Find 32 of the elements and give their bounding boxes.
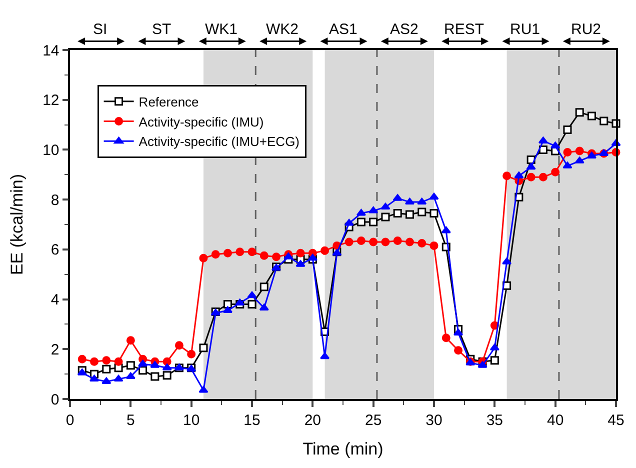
y-tick-label: 10	[42, 142, 60, 159]
x-tick-label: 25	[364, 412, 382, 429]
legend-label: Activity-specific (IMU+ECG)	[138, 134, 300, 150]
text: AS2	[390, 21, 418, 38]
y-tick-label: 12	[42, 92, 60, 110]
x-tick-label: 35	[486, 412, 504, 429]
text: RU2	[571, 21, 602, 38]
y-tick-label: 2	[50, 341, 60, 358]
x-tick-label: 10	[182, 412, 200, 429]
y-tick-label: 0	[50, 391, 60, 408]
y-tick-label: 6	[50, 242, 60, 259]
x-tick-label: 45	[608, 412, 624, 429]
y-tick-label: 14	[42, 42, 60, 60]
y-tick-label: 4	[50, 292, 60, 309]
text: ST	[152, 21, 172, 38]
text: RU1	[510, 21, 540, 38]
y-axis-title: EE (kcal/min)	[8, 174, 27, 276]
x-tick-label: 5	[126, 412, 135, 429]
text: SI	[93, 21, 108, 38]
text: AS1	[329, 21, 358, 38]
x-axis-title: Time (min)	[302, 440, 384, 459]
text: WK2	[266, 21, 299, 38]
x-tick-label: 15	[244, 412, 260, 429]
x-tick-label: 30	[426, 412, 442, 429]
legend-label: Activity-specific (IMU)	[138, 114, 264, 130]
x-tick-label: 20	[304, 412, 322, 429]
legend-label: Reference	[138, 94, 199, 110]
x-tick-label: 40	[546, 412, 564, 429]
text: REST	[444, 21, 484, 38]
text: WK1	[205, 21, 238, 38]
x-tick-label: 0	[66, 412, 74, 429]
y-tick-label: 8	[50, 192, 60, 209]
